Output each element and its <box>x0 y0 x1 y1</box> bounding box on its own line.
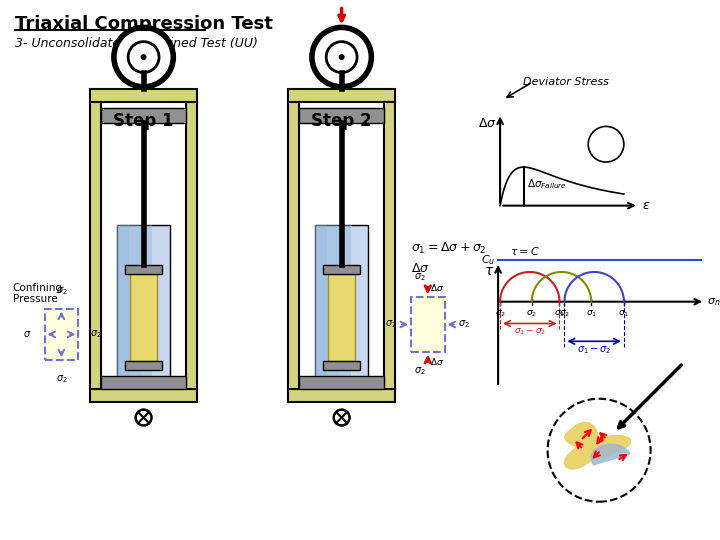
Bar <box>323 361 361 370</box>
Text: Triaxial Compression Test: Triaxial Compression Test <box>15 15 273 32</box>
Bar <box>125 361 163 370</box>
Bar <box>315 225 369 379</box>
Text: $\Delta\sigma_{Failure}$: $\Delta\sigma_{Failure}$ <box>526 178 567 191</box>
Bar <box>384 102 395 389</box>
Bar <box>288 89 395 102</box>
Text: $\sigma_2$: $\sigma_2$ <box>459 319 470 330</box>
Bar <box>130 274 158 361</box>
Text: $\sigma_n$: $\sigma_n$ <box>707 296 720 308</box>
Bar <box>90 102 101 389</box>
Text: $\sigma_2$: $\sigma_2$ <box>414 272 426 284</box>
Circle shape <box>588 126 624 162</box>
Text: $\sigma_2$: $\sigma_2$ <box>55 285 67 297</box>
Bar <box>288 102 299 389</box>
Text: $\varepsilon$: $\varepsilon$ <box>642 199 650 212</box>
Text: $\tau$: $\tau$ <box>484 264 494 278</box>
Text: $\sigma_1 - \sigma_2$: $\sigma_1 - \sigma_2$ <box>514 327 546 337</box>
Bar <box>101 107 186 124</box>
Bar <box>288 389 395 402</box>
Bar <box>327 225 338 379</box>
Bar <box>90 389 197 402</box>
Text: $\sigma_1$: $\sigma_1$ <box>618 309 629 319</box>
Text: $\Delta\sigma$: $\Delta\sigma$ <box>478 117 497 130</box>
Bar <box>186 102 197 389</box>
Text: $\sigma_1 - \sigma_2$: $\sigma_1 - \sigma_2$ <box>577 345 611 356</box>
Text: $\Delta\sigma$: $\Delta\sigma$ <box>430 356 444 367</box>
Circle shape <box>114 28 174 87</box>
Text: Confining
Pressure: Confining Pressure <box>13 283 63 305</box>
Bar <box>315 225 327 379</box>
Text: $\sigma_2$: $\sigma_2$ <box>526 309 537 319</box>
Bar <box>117 225 171 379</box>
Bar <box>323 265 361 274</box>
Bar <box>117 225 129 379</box>
Circle shape <box>140 54 147 60</box>
Bar <box>299 376 384 389</box>
Text: $\Delta\sigma$: $\Delta\sigma$ <box>430 282 444 293</box>
Text: $\sigma_1 = \Delta\sigma + \sigma_2$: $\sigma_1 = \Delta\sigma + \sigma_2$ <box>411 241 487 256</box>
Bar <box>101 376 186 389</box>
Bar <box>129 225 140 379</box>
Bar <box>140 225 153 379</box>
Circle shape <box>312 28 372 87</box>
Bar <box>299 107 384 124</box>
Text: $\sigma_2$: $\sigma_2$ <box>385 319 397 330</box>
Circle shape <box>338 54 345 60</box>
Circle shape <box>548 399 651 502</box>
Circle shape <box>326 42 357 72</box>
Bar <box>328 274 356 361</box>
Text: $\sigma_1$: $\sigma_1$ <box>585 309 597 319</box>
Text: $\sigma_2$: $\sigma_2$ <box>90 328 102 340</box>
Text: 3- Unconsolidated Undrained Test (UU): 3- Unconsolidated Undrained Test (UU) <box>15 37 258 50</box>
Text: Deviator Stress: Deviator Stress <box>523 77 608 87</box>
Circle shape <box>135 410 151 426</box>
Text: $\tau= C$: $\tau= C$ <box>510 245 540 257</box>
Bar <box>90 89 197 102</box>
Bar <box>338 225 351 379</box>
Text: $\sigma_2$: $\sigma_2$ <box>600 138 613 150</box>
Text: Step 1: Step 1 <box>113 112 174 130</box>
Polygon shape <box>564 422 631 469</box>
Text: $\sigma_2$: $\sigma_2$ <box>495 309 505 319</box>
Text: $\sigma_1$: $\sigma_1$ <box>554 309 565 319</box>
Text: Step 2: Step 2 <box>311 112 372 130</box>
Bar <box>45 309 78 360</box>
Text: $C_u$: $C_u$ <box>481 253 495 267</box>
Text: $\sigma_2$: $\sigma_2$ <box>559 309 570 319</box>
Circle shape <box>333 410 349 426</box>
Bar <box>125 265 163 274</box>
Bar <box>411 297 445 352</box>
Circle shape <box>128 42 159 72</box>
Text: $\sigma_2$: $\sigma_2$ <box>55 373 67 385</box>
Polygon shape <box>591 444 630 465</box>
Text: $\sigma$: $\sigma$ <box>23 329 32 339</box>
Text: $\Delta\sigma$: $\Delta\sigma$ <box>411 261 430 274</box>
Text: $\sigma_2$: $\sigma_2$ <box>414 366 426 377</box>
